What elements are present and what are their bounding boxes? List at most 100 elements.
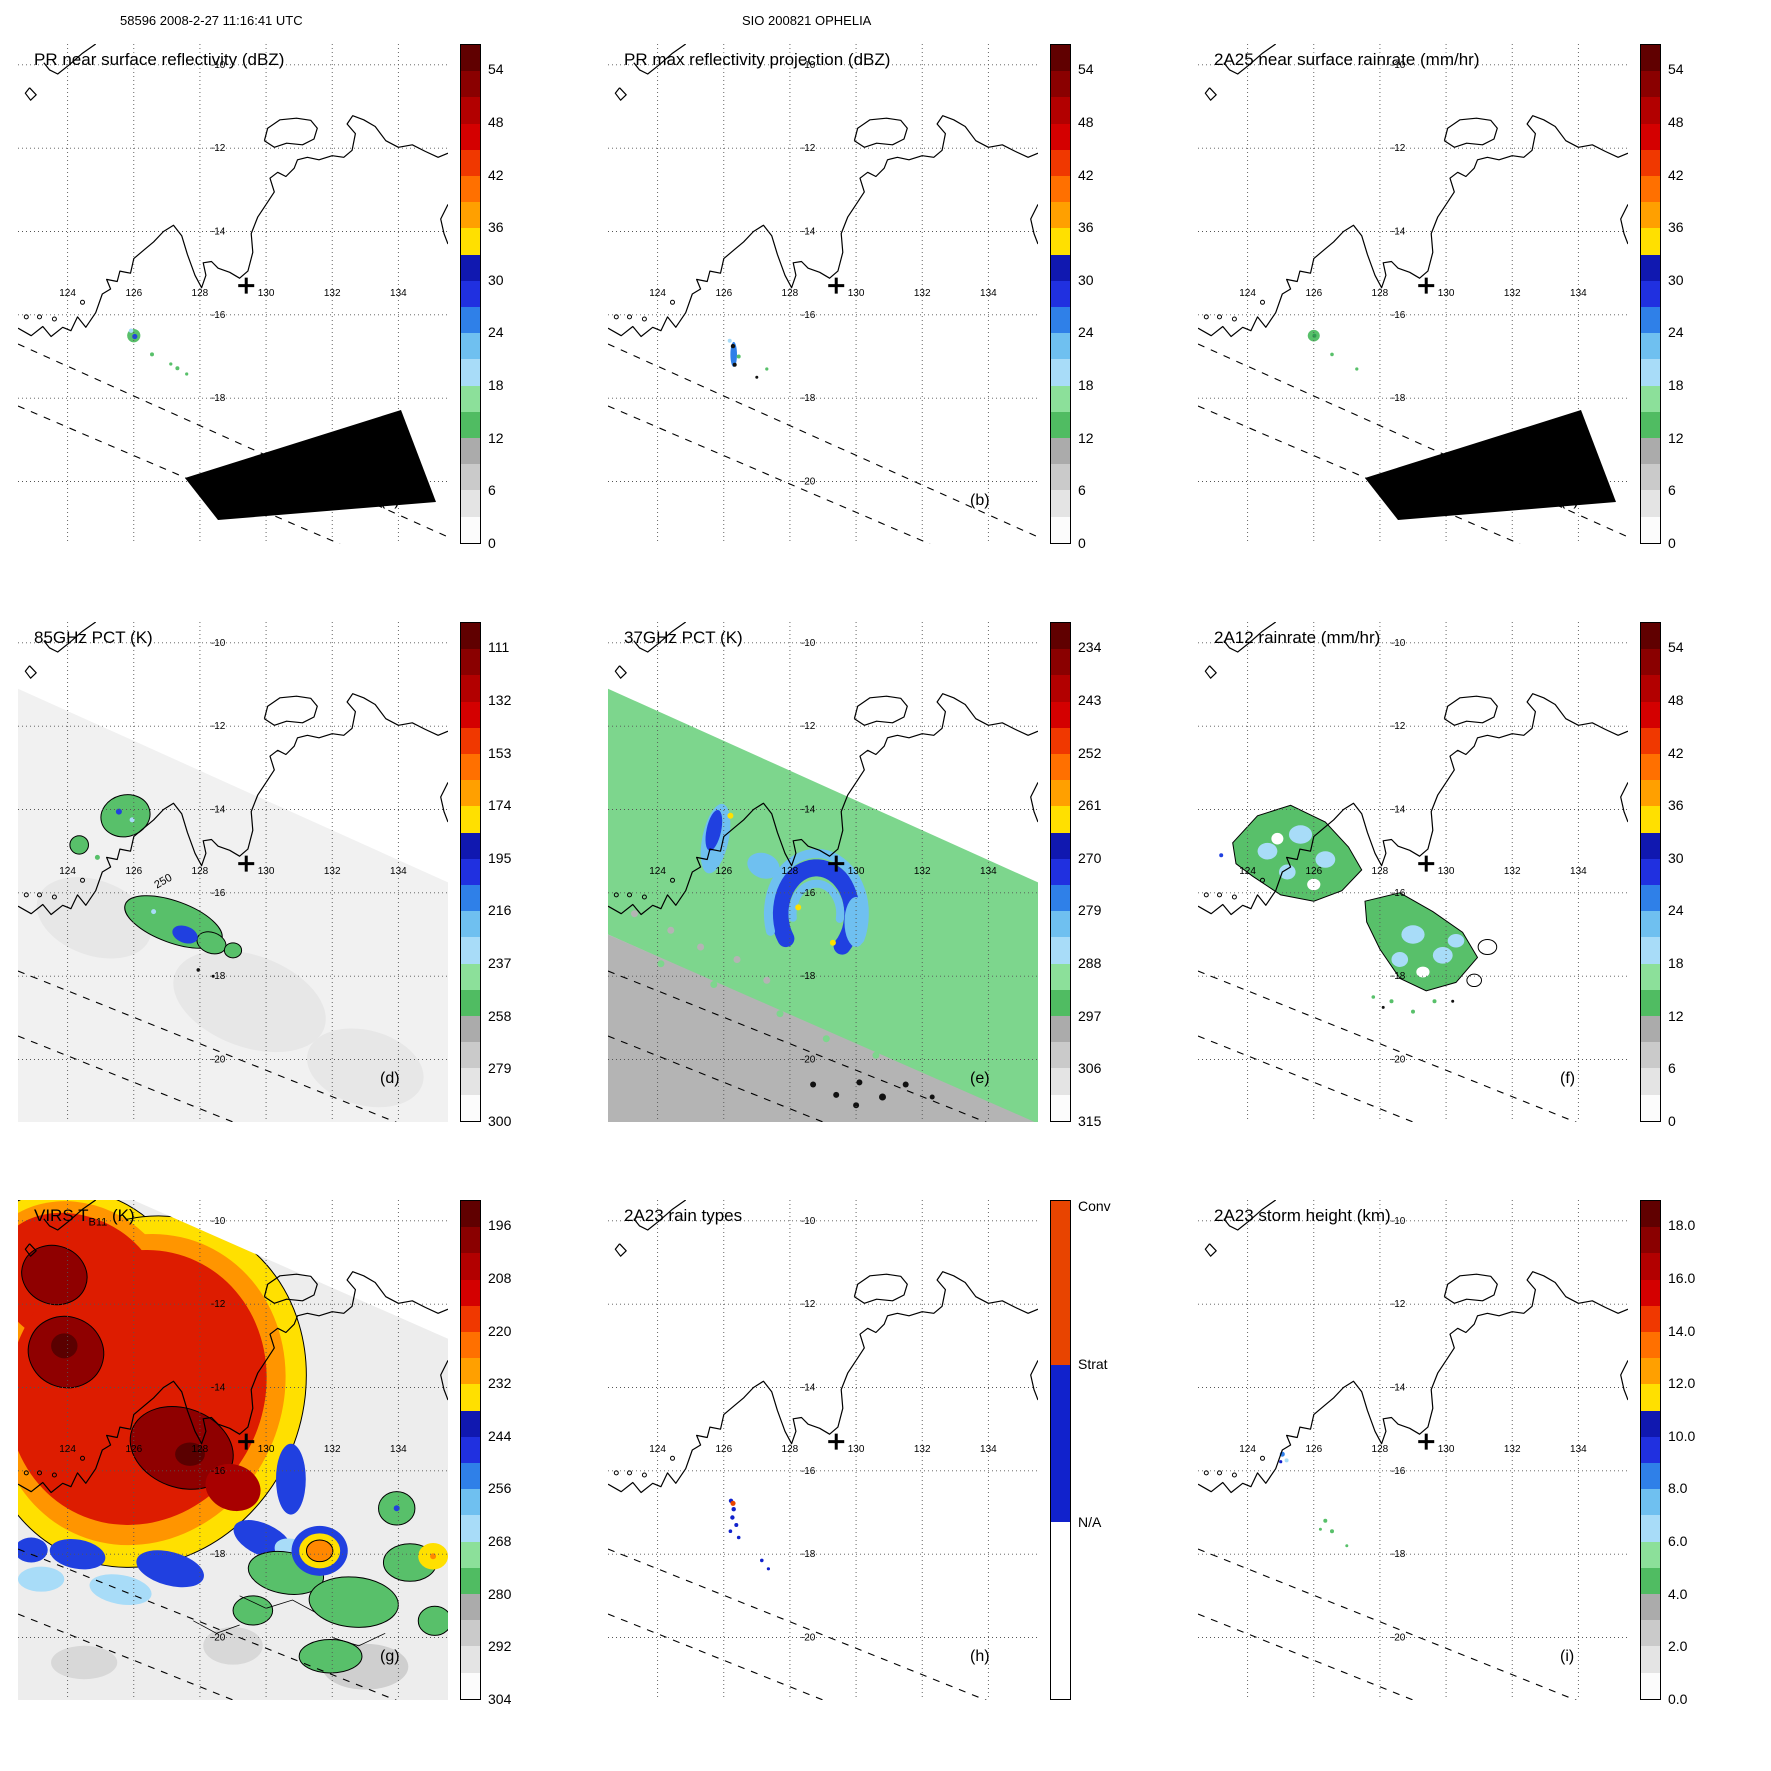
colorbar-tick-label: 6 [488,482,496,498]
colorbar-segment [461,97,480,124]
latitude-label: -18 [801,971,816,982]
contour-line [239,1595,316,1613]
colorbar-segment [461,1253,480,1280]
latitude-label: -20 [801,1633,816,1644]
colorbar-segment [461,1201,480,1228]
colorbar-tick-label: 54 [1668,639,1684,655]
latitude-label: -10 [211,1216,226,1227]
coastline-mainland [18,693,448,916]
longitude-label: 130 [848,866,865,877]
latitude-label: -16 [1391,1466,1406,1477]
colorbar-f [1640,622,1661,1122]
data-blob [1271,832,1284,845]
colorbar-tick-label: 2.0 [1668,1638,1688,1654]
longitude-label: 126 [1305,1444,1322,1455]
colorbar-segment [461,490,480,517]
colorbar-segment [1051,911,1070,938]
colorbar-segment [1051,464,1070,491]
colorbar-segment [1641,176,1660,203]
longitude-label: 126 [125,866,142,877]
colorbar-tick-label: 174 [488,797,512,813]
colorbar-segment [461,701,480,728]
storm-center-marker [238,1433,255,1450]
colorbar-tick-label: 48 [488,114,504,130]
longitude-label: 130 [1438,1444,1455,1455]
graticule-labels: 124 126 128 130 132 134 -10 -12 -14 -16 -18 -20 [649,1216,997,1644]
coastline-timor [1223,1200,1277,1231]
data-pixel [1330,1529,1334,1534]
latitude-label: -14 [211,227,226,238]
longitude-label: 130 [1438,288,1455,299]
islet [23,314,29,320]
data-blob [89,1574,152,1605]
colorbar-segment [1641,1201,1660,1228]
data-layer-overlays [18,1443,448,1674]
longitude-label: 130 [848,288,865,299]
colorbar-i [1640,1200,1661,1700]
data-pixel [730,1515,735,1520]
panel-letter-b: (b) [970,492,990,509]
graticule-labels: 124 126 128 130 132 134 -10 -12 -14 -16 -18 -20 [649,60,997,488]
latitude-label: -12 [211,721,226,732]
data-pixel [728,1529,733,1533]
colorbar-tick-label: 216 [488,902,512,918]
colorbar-tick-label: 0 [1668,1113,1676,1129]
data-pixel [1318,1527,1322,1531]
data-pixel [150,352,154,357]
coastline-tiwi-islands [263,117,318,148]
colorbar-segment [1051,228,1070,255]
longitude-label: 130 [1438,866,1455,877]
colorbar-segment [1641,333,1660,360]
latitude-label: -10 [801,638,816,649]
longitude-label: 134 [1570,288,1587,299]
line-shape [608,343,1038,538]
longitude-label: 124 [1239,288,1256,299]
coastline-roti [614,87,627,101]
colorbar-segment [1641,1489,1660,1516]
colorbar-tick-label: 42 [1078,167,1094,183]
colorbar-segment [461,1384,480,1411]
line-shape [18,405,341,544]
colorbar-tick-label: 111 [488,639,510,655]
coastline-timor [43,622,97,653]
islet [1231,894,1237,900]
data-layer-overlays [1279,1451,1349,1548]
latitude-label: -14 [1391,227,1406,238]
coastline-tiwi-islands [263,1273,318,1304]
longitude-label: 132 [914,288,931,299]
colorbar-tick-label: 279 [488,1060,512,1076]
latitude-label: -14 [801,227,816,238]
colorbar-tick-label: 132 [488,692,512,708]
colorbar-labels-h: Conv Strat N/A [1078,1198,1148,1700]
colorbar-labels-g: 196 208 220 232 244 256 268 280 292 304 [488,1200,558,1707]
panel-letter-h: (h) [970,1648,990,1665]
longitude-label: 128 [192,288,209,299]
colorbar-labels-i: 18.0 16.0 14.0 12.0 10.0 8.0 6.0 4.0 2.0 0.0 [1668,1200,1738,1707]
islet [670,299,675,305]
colorbar-segment [1641,71,1660,98]
colorbar-tick-label: 42 [1668,167,1684,183]
coastline-gulf [1620,1360,1628,1401]
data-pixel [1279,1460,1283,1464]
coastline-timor [1223,622,1277,653]
graticule-grid [1198,1200,1628,1700]
coastline [608,1200,1038,1494]
colorbar-segment [1051,359,1070,386]
latitude-label: -20 [211,1633,226,1644]
latitude-label: -16 [801,1466,816,1477]
storm-center-marker [828,1433,845,1450]
colorbar-segment [461,1463,480,1490]
coastline-gulf [1030,204,1038,245]
panel-title-c: 2A25 near surface rainrate (mm/hr) [1214,50,1480,69]
colorbar-segment [1051,727,1070,755]
longitude-label: 134 [390,1444,407,1455]
colorbar-segment [1641,1305,1660,1333]
islet [1217,892,1222,898]
colorbar-segment [1051,1094,1070,1121]
longitude-label: 130 [258,866,275,877]
data-pixel [760,1558,764,1563]
colorbar-segment [1051,123,1070,150]
map-background [1198,1200,1628,1700]
islet [1260,877,1265,883]
colorbar-segment [1641,1436,1660,1464]
